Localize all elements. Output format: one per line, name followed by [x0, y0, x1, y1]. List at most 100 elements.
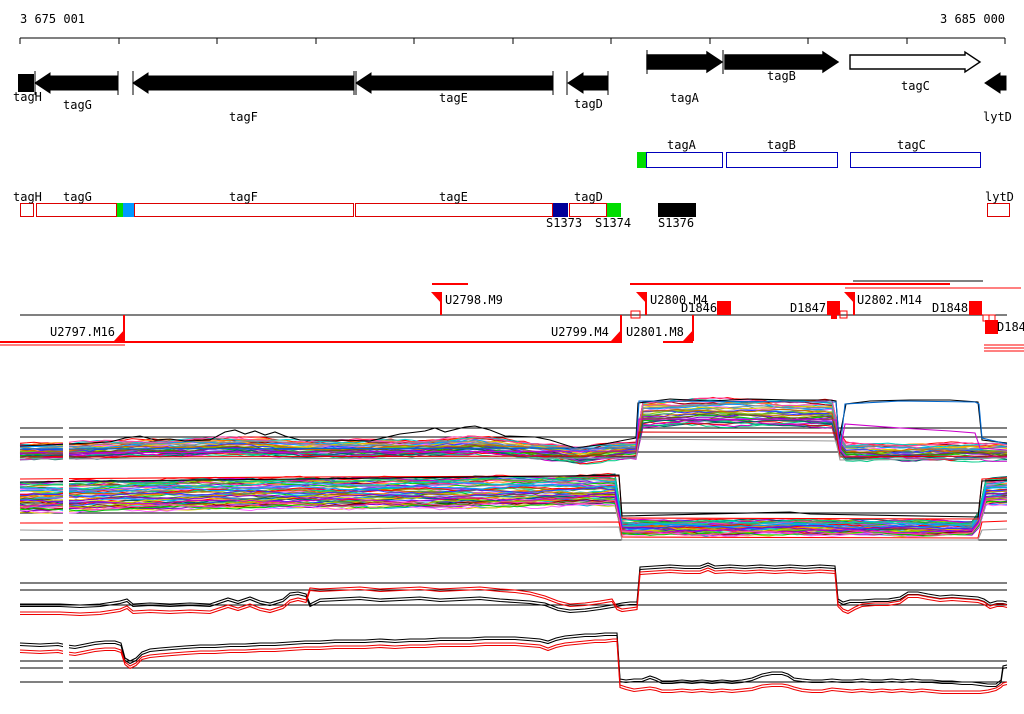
gene-tagD[interactable] — [567, 72, 609, 94]
segment-name-D1848[interactable]: D1848 — [932, 301, 969, 315]
gene-label-lytD[interactable]: lytD — [983, 110, 1012, 124]
segment-name-U2797.M16[interactable]: U2797.M16 — [50, 325, 116, 339]
operon-label-tagC[interactable]: tagC — [897, 138, 926, 152]
gene-tagE[interactable] — [355, 72, 554, 94]
feature-box-tagG[interactable] — [36, 203, 117, 217]
segment-label-S1376[interactable]: S1376 — [658, 216, 695, 230]
segment-color-marker[interactable] — [123, 203, 134, 217]
track-2-series-red-pair — [20, 567, 1008, 614]
feature-label-tagG[interactable]: tagG — [63, 190, 92, 204]
track-2-series-black-pair-2 — [20, 564, 1008, 614]
segment-junction-mark — [630, 310, 641, 319]
segment-name-U2802.M14[interactable]: U2802.M14 — [857, 293, 923, 307]
gene-label-tagH[interactable]: tagH — [13, 90, 42, 104]
feature-box-tagD[interactable] — [569, 203, 607, 217]
track-1-profile-line — [19, 487, 1008, 530]
feature-label-tagF[interactable]: tagF — [229, 190, 258, 204]
missing-data-gap — [63, 472, 69, 548]
track-3-series-red-pair — [19, 638, 1008, 692]
flag-triangle-U2798.M9[interactable] — [431, 292, 442, 304]
track-2-series-red-pair-2 — [20, 569, 1008, 617]
feature-label-tagD[interactable]: tagD — [574, 190, 603, 204]
track-0-profile-line — [19, 418, 1008, 462]
missing-data-gap — [63, 628, 69, 696]
track-1-profile-line — [20, 481, 1008, 527]
track-1-series-red-bottom — [19, 520, 1008, 539]
segment-junction-mark — [839, 310, 848, 319]
feature-box-lytD[interactable] — [987, 203, 1010, 217]
feature-box-tagE[interactable] — [355, 203, 553, 217]
track-3-series-black-pair-2 — [19, 634, 1008, 688]
gene-label-tagD[interactable]: tagD — [574, 97, 603, 111]
operon-start-marker — [637, 152, 646, 168]
track-0-series-condition-blue — [19, 400, 1008, 451]
feature-box-tagH[interactable] — [20, 203, 34, 217]
operon-label-tagA[interactable]: tagA — [667, 138, 696, 152]
d-marker-box-D1849[interactable] — [985, 320, 998, 334]
gene-label-tagC[interactable]: tagC — [901, 79, 930, 93]
feature-label-tagH[interactable]: tagH — [13, 190, 42, 204]
segment-label-S1374[interactable]: S1374 — [595, 216, 632, 230]
gene-label-tagA[interactable]: tagA — [670, 91, 699, 105]
d-marker-notch — [831, 315, 837, 319]
feature-label-lytD[interactable]: lytD — [985, 190, 1014, 204]
segment-name-U2801.M8[interactable]: U2801.M8 — [626, 325, 684, 339]
track-2-series-black-pair — [20, 562, 1008, 611]
segment-name-U2798.M9[interactable]: U2798.M9 — [445, 293, 503, 307]
gene-tagA[interactable] — [646, 50, 724, 74]
flag-triangle-U2800.M4[interactable] — [636, 292, 647, 304]
segment-name-U2799.M4[interactable]: U2799.M4 — [551, 325, 609, 339]
track-1-series-red-top-envelope — [19, 475, 1008, 520]
gene-tagF[interactable] — [132, 72, 355, 94]
track-0-series-condition-red-low — [19, 431, 1008, 458]
gene-tagC[interactable] — [849, 50, 982, 74]
gene-label-tagG[interactable]: tagG — [63, 98, 92, 112]
gene-label-tagB[interactable]: tagB — [767, 69, 796, 83]
flag-triangle-U2797.M16[interactable] — [114, 329, 125, 341]
segment-name-D1846[interactable]: D1846 — [681, 301, 718, 315]
segment-box-S1373[interactable] — [553, 203, 568, 217]
operon-label-tagB[interactable]: tagB — [767, 138, 796, 152]
operon-box-tagC[interactable] — [850, 152, 981, 168]
track-1-profile-line — [19, 478, 1008, 527]
d-marker-box-D1848[interactable] — [969, 301, 982, 315]
gene-lytD[interactable] — [984, 72, 1007, 94]
feature-box-tagF[interactable] — [134, 203, 354, 217]
operon-box-tagA[interactable] — [646, 152, 723, 168]
segment-color-marker[interactable] — [117, 203, 123, 217]
flag-triangle-U2799.M4[interactable] — [611, 329, 622, 341]
d-marker-box-D1847[interactable] — [827, 301, 840, 315]
gene-tagH[interactable] — [18, 74, 34, 92]
feature-label-tagE[interactable]: tagE — [439, 190, 468, 204]
track-0-series-condition-magenta — [19, 418, 1008, 454]
ruler-start-coordinate: 3 675 001 — [20, 12, 86, 26]
track-0-profile-line — [19, 398, 1008, 448]
flag-triangle-U2802.M14[interactable] — [844, 292, 855, 304]
missing-data-gap — [63, 390, 69, 470]
segment-name-D1849[interactable]: D1849 — [997, 320, 1024, 334]
segment-name-D1847[interactable]: D1847 — [790, 301, 827, 315]
gene-tagB[interactable] — [724, 50, 840, 74]
track-0-profile-line — [19, 402, 1008, 451]
d-marker-box-D1846[interactable] — [717, 301, 731, 315]
track-1-series-black-top — [19, 474, 1008, 518]
track-0-series-condition-gray — [19, 438, 1008, 461]
gene-label-tagF[interactable]: tagF — [229, 110, 258, 124]
flag-triangle-U2801.M8[interactable] — [683, 329, 694, 341]
track-0-profile-line — [19, 413, 1008, 459]
track-1-profile-line — [19, 499, 1008, 536]
ruler-end-coordinate: 3 685 000 — [940, 12, 1006, 26]
track-1-profile-line — [19, 476, 1008, 525]
segment-name-U2800.M4[interactable]: U2800.M4 — [650, 293, 708, 307]
gene-label-tagE[interactable]: tagE — [439, 91, 468, 105]
track-1-series-gray-bottom — [19, 526, 1008, 541]
segment-junction-mark — [988, 314, 996, 322]
segment-box-S1374[interactable] — [607, 203, 621, 217]
segment-box-S1376[interactable] — [658, 203, 696, 217]
operon-box-tagB[interactable] — [726, 152, 838, 168]
segment-label-S1373[interactable]: S1373 — [546, 216, 583, 230]
track-1-profile-line — [19, 494, 1008, 533]
track-1-profile-line — [19, 492, 1008, 533]
gene-tagG[interactable] — [34, 72, 119, 94]
